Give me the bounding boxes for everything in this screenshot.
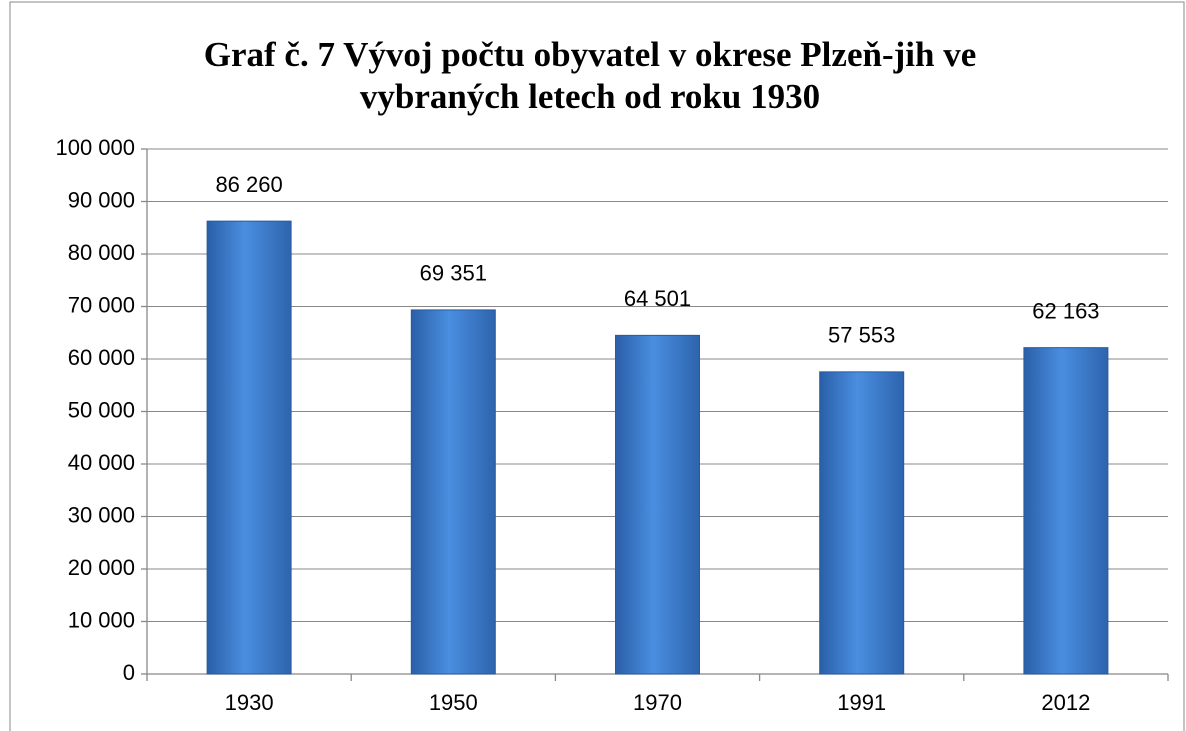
x-tick-label: 1970 [633,690,682,715]
data-label: 62 163 [1032,298,1099,323]
chart-title: Graf č. 7 Vývoj počtu obyvatel v okrese … [204,35,976,74]
y-tick-label: 40 000 [68,450,135,475]
data-label: 64 501 [624,286,691,311]
x-tick-label: 1950 [429,690,478,715]
bar [410,309,496,675]
y-tick-label: 100 000 [55,135,135,160]
bar [615,334,700,675]
bar [1023,347,1109,675]
bar [206,220,292,675]
x-tick-label: 1930 [225,690,274,715]
y-tick-label: 60 000 [68,345,135,370]
x-tick-label: 1991 [837,690,886,715]
data-label: 69 351 [420,261,487,286]
y-tick-label: 30 000 [68,502,135,527]
data-label: 86 260 [215,172,282,197]
y-tick-label: 0 [123,660,135,685]
y-tick-label: 10 000 [68,607,135,632]
y-tick-label: 50 000 [68,397,135,422]
chart-frame [9,1,1185,731]
y-tick-label: 70 000 [68,292,135,317]
y-tick-label: 90 000 [68,187,135,212]
chart-title: vybraných letech od roku 1930 [360,77,820,116]
x-tick-label: 2012 [1041,690,1090,715]
data-label: 57 553 [828,323,895,348]
y-tick-label: 80 000 [68,240,135,265]
bar [819,371,905,675]
y-tick-label: 20 000 [68,555,135,580]
